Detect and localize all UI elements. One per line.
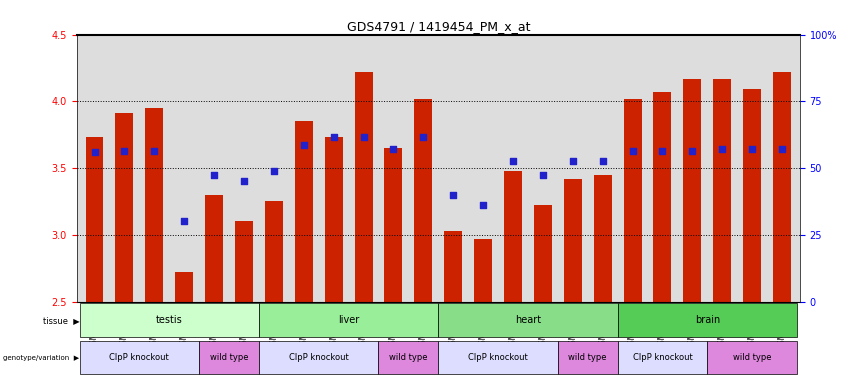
Point (267, 168, 281, 174)
Bar (534, 205, 551, 301)
Point (386, 146, 400, 152)
Text: wild type: wild type (568, 353, 607, 362)
Bar (294, 121, 312, 301)
Bar (564, 179, 582, 301)
Bar (325, 137, 343, 301)
Point (716, 146, 729, 152)
FancyBboxPatch shape (199, 341, 259, 374)
Bar (265, 202, 283, 301)
Point (147, 147, 161, 154)
Text: ClpP knockout: ClpP knockout (288, 353, 349, 362)
Bar (86, 137, 104, 301)
Bar (773, 72, 791, 301)
FancyBboxPatch shape (259, 341, 379, 374)
Point (208, 172, 221, 178)
Point (117, 147, 131, 154)
Point (477, 202, 490, 209)
Point (447, 192, 460, 198)
FancyBboxPatch shape (80, 303, 259, 337)
Bar (683, 79, 701, 301)
Point (237, 178, 251, 184)
Bar (355, 72, 373, 301)
Text: ClpP knockout: ClpP knockout (632, 353, 693, 362)
Point (655, 147, 669, 154)
Bar (414, 99, 432, 301)
FancyBboxPatch shape (379, 341, 438, 374)
Text: brain: brain (694, 315, 720, 325)
Point (536, 172, 550, 178)
Point (357, 134, 370, 141)
Bar (116, 113, 134, 301)
Text: ClpP knockout: ClpP knockout (468, 353, 528, 362)
Bar (205, 195, 223, 301)
Title: GDS4791 / 1419454_PM_x_at: GDS4791 / 1419454_PM_x_at (346, 20, 530, 33)
Bar (235, 222, 253, 301)
Text: testis: testis (156, 315, 183, 325)
FancyBboxPatch shape (438, 303, 618, 337)
Bar (713, 79, 731, 301)
Point (625, 147, 639, 154)
Point (297, 142, 311, 149)
Bar (743, 89, 761, 301)
FancyBboxPatch shape (80, 341, 199, 374)
Text: ClpP knockout: ClpP knockout (110, 353, 169, 362)
FancyBboxPatch shape (259, 303, 438, 337)
Text: liver: liver (338, 315, 359, 325)
Bar (654, 92, 671, 301)
FancyBboxPatch shape (618, 303, 797, 337)
Bar (504, 171, 522, 301)
Bar (146, 108, 163, 301)
Text: tissue  ▶: tissue ▶ (43, 316, 80, 325)
Point (596, 158, 609, 164)
Text: wild type: wild type (389, 353, 427, 362)
Point (177, 218, 191, 225)
Point (745, 146, 759, 152)
FancyBboxPatch shape (438, 341, 557, 374)
FancyBboxPatch shape (557, 341, 618, 374)
Bar (624, 99, 642, 301)
FancyBboxPatch shape (618, 341, 707, 374)
Point (416, 134, 430, 141)
Bar (594, 175, 612, 301)
Text: wild type: wild type (210, 353, 248, 362)
Point (686, 147, 700, 154)
Text: heart: heart (515, 315, 541, 325)
Point (88, 149, 101, 155)
Point (506, 158, 520, 164)
Point (327, 134, 340, 141)
FancyBboxPatch shape (707, 341, 797, 374)
Text: genotype/variation  ▶: genotype/variation ▶ (3, 355, 80, 361)
Point (566, 158, 580, 164)
Bar (474, 239, 492, 301)
Bar (175, 272, 193, 301)
Bar (444, 231, 462, 301)
Bar (385, 148, 403, 301)
Point (775, 146, 789, 152)
Text: wild type: wild type (733, 353, 771, 362)
